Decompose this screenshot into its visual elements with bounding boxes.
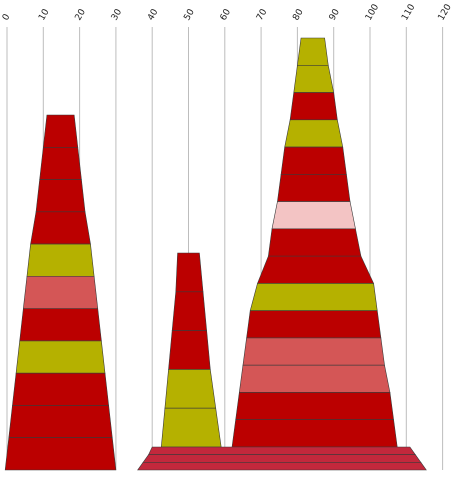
bar-group-4 bbox=[137, 446, 427, 471]
chart-marks bbox=[4, 37, 427, 471]
bar-segment bbox=[142, 454, 422, 463]
bar-segment bbox=[231, 419, 398, 448]
bar-segment bbox=[175, 252, 204, 293]
bar-segment bbox=[19, 308, 102, 342]
bar-segment bbox=[280, 146, 347, 175]
bar-segment bbox=[249, 283, 378, 311]
bar-segment bbox=[39, 146, 82, 180]
bar-segment bbox=[22, 276, 99, 309]
bar-segment bbox=[15, 340, 106, 374]
bar-segment bbox=[137, 462, 427, 471]
bar-segment bbox=[168, 330, 211, 370]
bar-segment bbox=[257, 255, 375, 284]
bar-segment bbox=[26, 243, 95, 277]
bar-segment bbox=[277, 174, 351, 202]
bar-segment bbox=[271, 201, 356, 230]
bar-group-1 bbox=[4, 114, 117, 471]
x-tick-label: 90 bbox=[328, 7, 343, 22]
x-tick-label: 80 bbox=[291, 7, 306, 22]
bar-segment bbox=[148, 446, 416, 455]
bar-segment bbox=[171, 291, 207, 331]
bar-group-2 bbox=[160, 252, 222, 448]
x-tick-label: 20 bbox=[74, 7, 89, 22]
bar-segment bbox=[164, 369, 217, 409]
x-tick-label: 120 bbox=[437, 2, 452, 22]
x-tick-label: 30 bbox=[110, 7, 125, 22]
x-tick-label: 10 bbox=[37, 7, 52, 22]
bar-segment bbox=[12, 372, 109, 406]
bar-segment bbox=[268, 228, 362, 257]
bar-segment bbox=[297, 37, 329, 66]
bar-segment bbox=[246, 310, 382, 339]
bar-segment bbox=[8, 405, 113, 439]
bar-segment bbox=[42, 114, 79, 148]
x-tick-label: 60 bbox=[219, 7, 234, 22]
bar-segment bbox=[160, 407, 222, 448]
bar-segment bbox=[4, 437, 117, 471]
x-axis-tick-labels: 0 10 20 30 40 50 60 70 80 90 100 110 120 bbox=[1, 2, 452, 22]
x-tick-label: 100 bbox=[364, 2, 381, 22]
bar-segment bbox=[242, 337, 385, 366]
x-tick-label: 40 bbox=[146, 7, 161, 22]
bar-segment bbox=[238, 364, 391, 393]
bar-segment bbox=[235, 392, 394, 421]
x-tick-label: 110 bbox=[400, 2, 417, 22]
bar-segment bbox=[293, 64, 335, 93]
bar-segment bbox=[30, 211, 91, 245]
bar-segment bbox=[35, 179, 86, 213]
bar-segment bbox=[289, 92, 338, 121]
x-tick-label: 50 bbox=[182, 7, 197, 22]
x-tick-label: 70 bbox=[255, 7, 270, 22]
x-tick-label: 0 bbox=[1, 12, 13, 22]
bar-segment bbox=[284, 119, 344, 148]
bar-group-3 bbox=[231, 37, 398, 448]
